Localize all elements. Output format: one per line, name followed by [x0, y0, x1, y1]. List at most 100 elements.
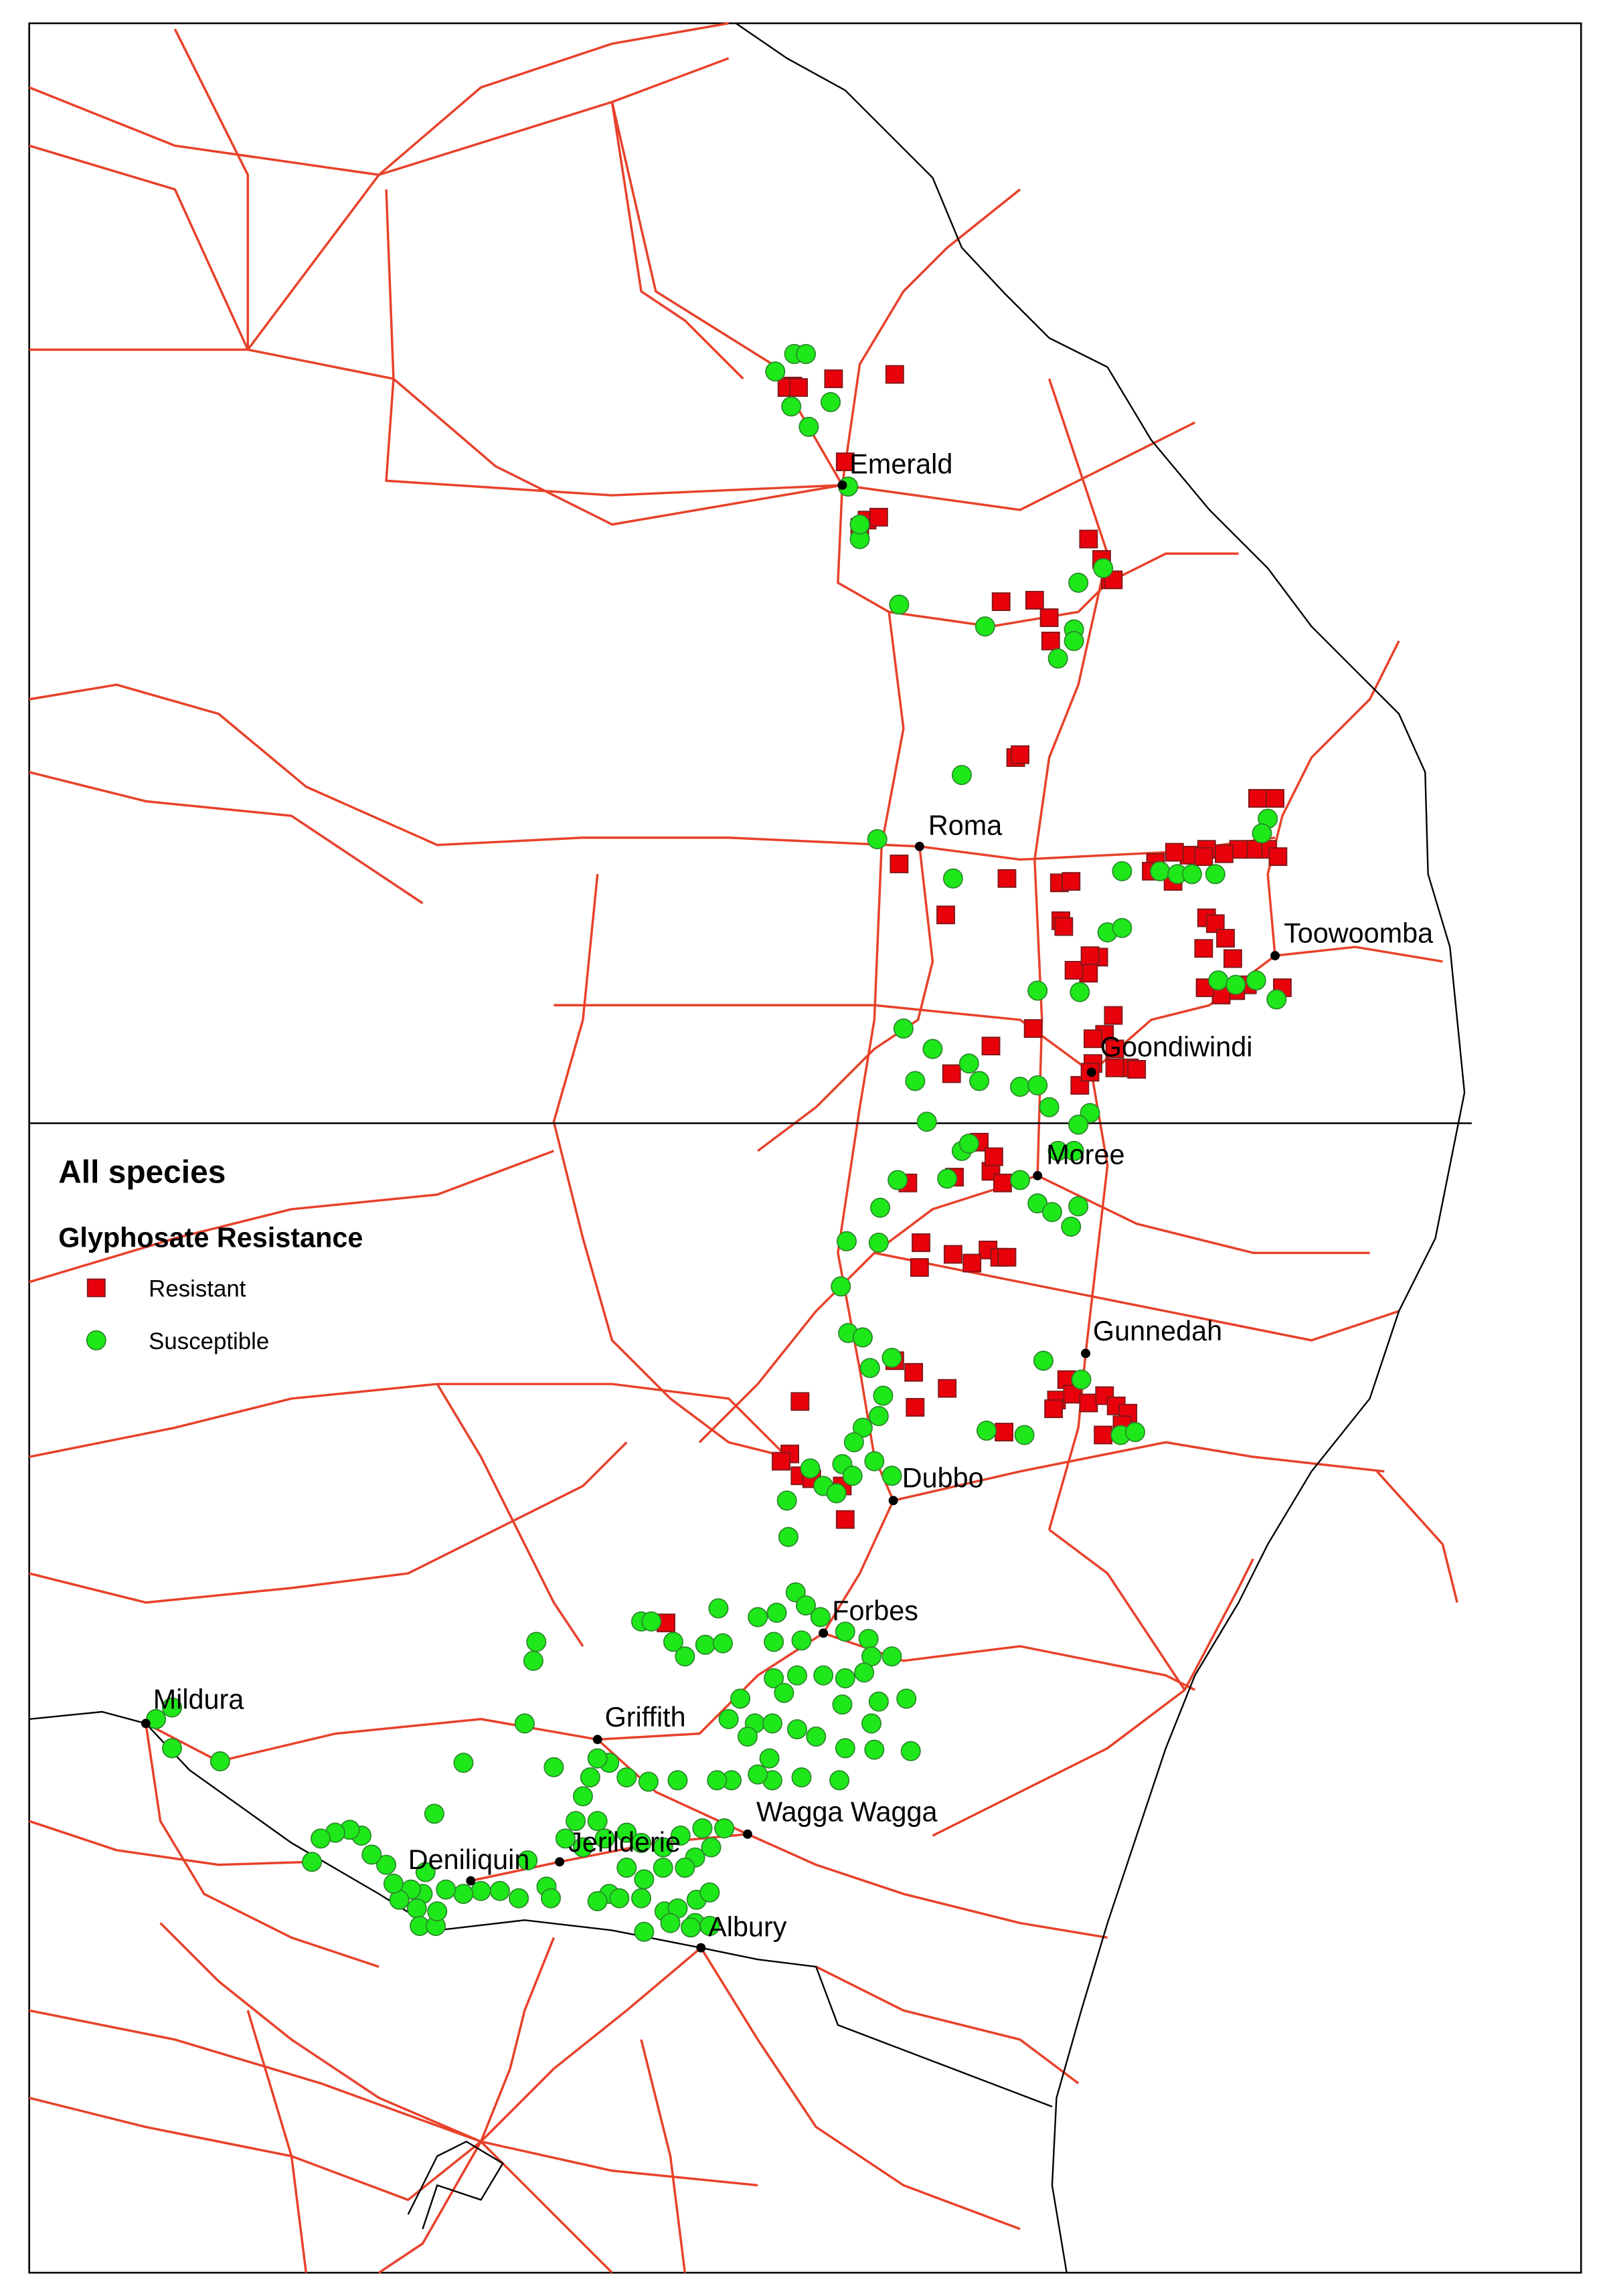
susceptible-point [889, 594, 910, 615]
town-marker [914, 841, 924, 851]
town-label: Goondiwindi [1100, 1031, 1253, 1062]
resistant-point [869, 507, 888, 527]
susceptible-point [937, 1168, 958, 1189]
susceptible-point [829, 1770, 850, 1791]
town-marker [466, 1876, 476, 1886]
resistant-point [1268, 847, 1288, 867]
susceptible-point [1068, 1196, 1089, 1217]
town-label: Gunnedah [1093, 1316, 1222, 1346]
susceptible-point [864, 1739, 885, 1760]
road [159, 1922, 482, 2143]
resistant-point [997, 1247, 1017, 1267]
susceptible-point [587, 1748, 608, 1769]
susceptible-point [427, 1901, 448, 1922]
susceptible-point [832, 1694, 853, 1715]
resistant-point [942, 1064, 961, 1083]
susceptible-point [798, 416, 819, 437]
susceptible-point [806, 1726, 827, 1747]
resistant-point [991, 592, 1011, 612]
legend-item: Resistant [149, 1276, 246, 1302]
resistant-point [1194, 847, 1213, 867]
road [29, 57, 730, 176]
susceptible-point [616, 1767, 637, 1787]
resistant-point [1105, 1058, 1124, 1077]
legend-title: All species [58, 1155, 226, 1190]
susceptible-point [1027, 1193, 1048, 1214]
town-label: Wagga Wagga [756, 1796, 938, 1827]
resistant-point [885, 365, 904, 384]
susceptible-point [870, 1197, 891, 1218]
susceptible-point [958, 1133, 979, 1154]
susceptible-point [631, 1832, 652, 1853]
resistant-point [1248, 789, 1267, 808]
susceptible-point [383, 1873, 404, 1894]
resistant-point [962, 1253, 982, 1273]
susceptible-point [1208, 970, 1229, 991]
susceptible-point [730, 1688, 751, 1709]
susceptible-point [670, 1826, 691, 1846]
susceptible-point [864, 1451, 885, 1472]
susceptible-point [594, 1828, 615, 1849]
road [837, 484, 905, 1502]
susceptible-point [406, 1898, 427, 1919]
town-label: Forbes [832, 1595, 918, 1626]
susceptible-point [660, 1913, 681, 1933]
susceptible-point [791, 1767, 812, 1787]
susceptible-point [541, 1888, 562, 1909]
susceptible-point [453, 1884, 474, 1905]
susceptible-point [453, 1753, 474, 1773]
susceptible-point [209, 1751, 230, 1772]
resistant-point [835, 1510, 855, 1529]
road [470, 1833, 748, 1882]
susceptible-point [311, 1828, 331, 1849]
susceptible-point [1112, 917, 1132, 938]
susceptible-point [1071, 1369, 1092, 1390]
susceptible-point [708, 1598, 729, 1619]
susceptible-point [1112, 861, 1132, 881]
susceptible-point [896, 1688, 917, 1709]
town-marker [1086, 1067, 1096, 1077]
resistant-point [906, 1398, 925, 1417]
susceptible-point [1150, 861, 1171, 881]
susceptible-point [905, 1071, 926, 1091]
susceptible-point [835, 1738, 855, 1759]
susceptible-point [699, 1882, 720, 1903]
susceptible-point [791, 1630, 812, 1651]
susceptible-point [958, 1053, 979, 1074]
susceptible-point [881, 1646, 902, 1667]
susceptible-point [1027, 1075, 1048, 1095]
susceptible-point [692, 1818, 713, 1839]
resistant-point [1062, 872, 1081, 891]
susceptible-point [1010, 1077, 1031, 1097]
resistant-point [824, 369, 843, 388]
susceptible-point [861, 1713, 882, 1734]
susceptible-point [543, 1757, 564, 1777]
road [29, 2009, 758, 2187]
susceptible-point [631, 1888, 652, 1909]
road [1037, 1174, 1370, 1254]
susceptible-point [764, 1668, 784, 1688]
road [1183, 1558, 1254, 1691]
susceptible-point [737, 1726, 758, 1747]
susceptible-point [893, 1018, 914, 1039]
susceptible-point [1252, 823, 1272, 844]
road [610, 102, 744, 380]
resistant-point [1216, 929, 1235, 948]
resistant-point [1054, 917, 1074, 936]
road [932, 1688, 1186, 1837]
resistant-point [1223, 949, 1242, 968]
town-marker [1033, 1170, 1043, 1180]
road [552, 874, 788, 1458]
susceptible-point [843, 1432, 864, 1453]
susceptible-point [634, 1869, 655, 1890]
susceptible-point [162, 1738, 183, 1759]
susceptible-point [852, 1327, 873, 1348]
town-marker [555, 1857, 565, 1867]
resistant-point [997, 869, 1017, 888]
susceptible-point [566, 1811, 586, 1832]
legend-item: Susceptible [149, 1328, 269, 1354]
susceptible-point [653, 1837, 673, 1858]
susceptible-point [663, 1631, 683, 1652]
